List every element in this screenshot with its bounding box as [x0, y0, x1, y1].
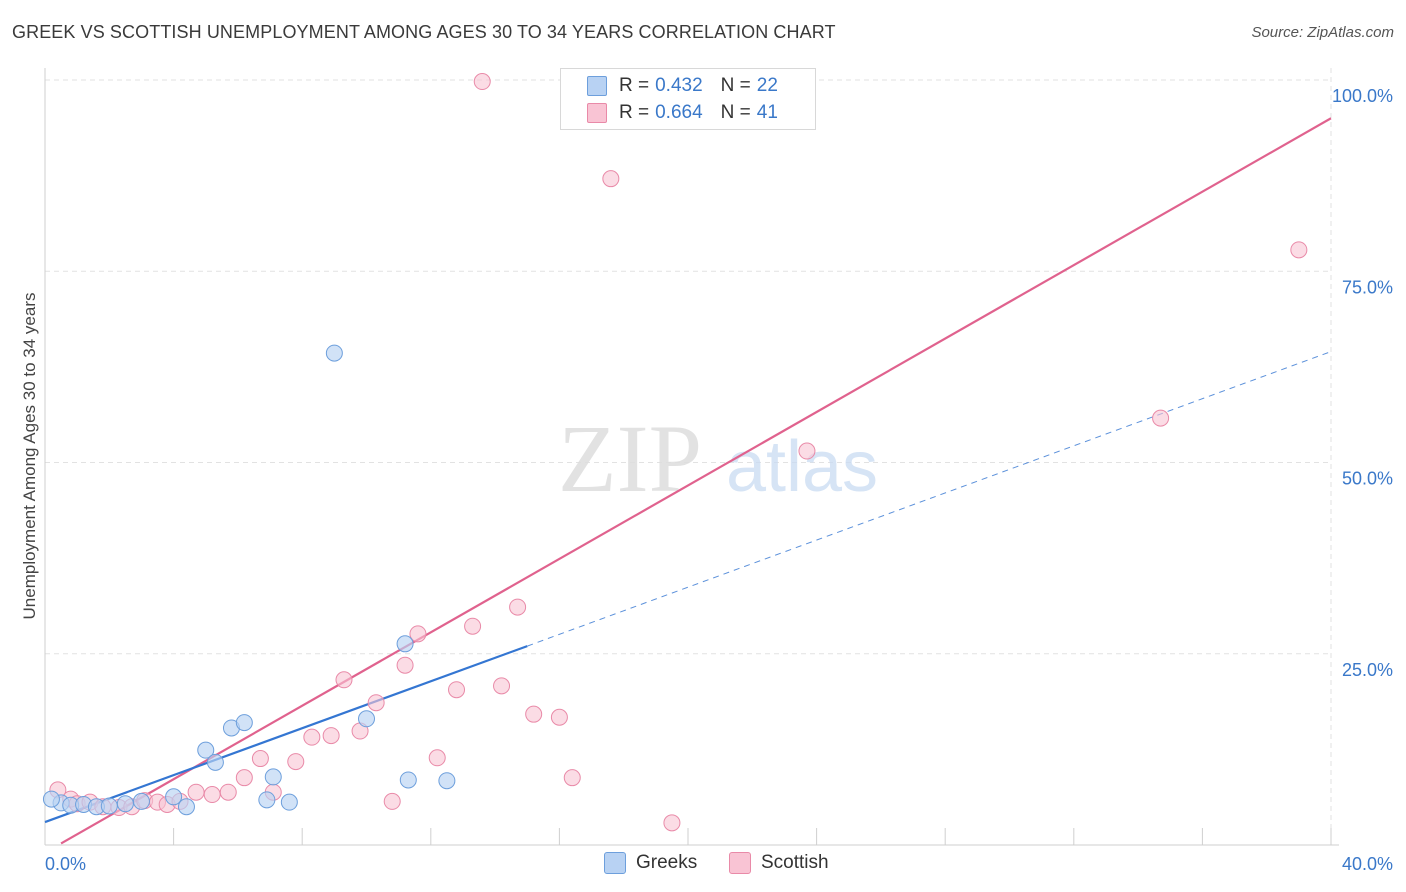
point-scottish	[602, 170, 620, 188]
scottish-legend-label: Scottish	[761, 852, 829, 873]
watermark-atlas: atlas	[726, 427, 878, 507]
r-label: R =	[619, 75, 650, 96]
point-greeks	[399, 771, 417, 789]
point-scottish	[396, 656, 414, 674]
x-tick-labels: 0.0% 40.0%	[45, 854, 1393, 874]
point-scottish	[322, 727, 340, 745]
point-scottish	[525, 705, 543, 723]
scottish-legend-swatch	[729, 852, 751, 874]
source-note: Source: ZipAtlas.com	[1251, 24, 1394, 41]
r-label: R =	[619, 102, 650, 123]
point-greeks	[197, 741, 215, 759]
point-greeks	[258, 791, 276, 809]
point-scottish	[550, 708, 568, 726]
point-scottish	[1290, 241, 1308, 259]
n-value-scottish: 41	[756, 102, 778, 123]
point-greeks	[116, 795, 134, 813]
watermark: ZIP atlas	[558, 405, 878, 512]
y-tick-label: 50.0%	[1342, 469, 1393, 489]
scottish-swatch	[587, 103, 607, 123]
point-scottish	[409, 625, 427, 643]
x-tick-label: 0.0%	[45, 854, 86, 874]
n-label: N =	[720, 75, 751, 96]
axes	[44, 68, 1339, 846]
trendline-scottish	[60, 117, 1332, 845]
watermark-zip: ZIP	[558, 405, 702, 512]
point-scottish	[563, 769, 581, 787]
x-tick-label: 40.0%	[1342, 854, 1393, 874]
point-scottish	[203, 786, 221, 804]
chart-title: GREEK VS SCOTTISH UNEMPLOYMENT AMONG AGE…	[12, 22, 836, 42]
trend-lines	[44, 117, 1332, 845]
point-scottish	[303, 728, 321, 746]
point-scottish	[367, 694, 385, 712]
point-scottish	[428, 749, 446, 767]
point-scottish	[509, 598, 527, 616]
greeks-legend-swatch	[604, 852, 626, 874]
point-scottish	[383, 792, 401, 810]
point-scottish	[448, 681, 466, 699]
legend-row-greeks: R = 0.432 N = 22	[587, 73, 778, 99]
point-greeks	[42, 790, 60, 808]
point-greeks	[358, 710, 375, 728]
n-value-greeks: 22	[756, 75, 778, 96]
y-tick-label: 25.0%	[1342, 660, 1393, 680]
point-scottish	[798, 442, 816, 460]
point-greeks	[264, 768, 282, 786]
point-greeks	[280, 793, 298, 811]
point-greeks	[206, 753, 224, 771]
y-axis-label: Unemployment Among Ages 30 to 34 years	[20, 293, 39, 620]
point-scottish	[251, 750, 269, 768]
point-greeks	[235, 714, 253, 732]
point-scottish	[219, 783, 237, 801]
correlation-legend: R = 0.432 N = 22 R = 0.664 N = 41	[560, 68, 816, 130]
point-scottish	[663, 814, 681, 832]
point-greeks	[177, 798, 195, 816]
r-value-greeks: 0.432	[655, 75, 703, 96]
point-greeks	[438, 772, 456, 790]
legend-row-scottish: R = 0.664 N = 41	[587, 100, 778, 126]
point-greeks	[100, 797, 118, 815]
point-scottish	[287, 753, 305, 771]
legend-item-greeks[interactable]: Greeks	[604, 851, 697, 875]
y-tick-label: 75.0%	[1342, 277, 1393, 297]
point-scottish	[235, 769, 253, 787]
point-scottish	[187, 783, 205, 801]
point-greeks	[396, 635, 414, 653]
r-value-scottish: 0.664	[655, 102, 703, 123]
point-scottish	[1152, 409, 1170, 427]
y-tick-labels: 25.0% 50.0% 75.0% 100.0%	[1332, 86, 1393, 680]
point-scottish	[473, 73, 491, 91]
trendline-greeks	[44, 645, 528, 824]
legend-item-scottish[interactable]: Scottish	[729, 851, 829, 875]
point-scottish	[335, 671, 353, 689]
greeks-legend-label: Greeks	[636, 852, 698, 873]
point-greeks	[132, 792, 150, 810]
point-greeks	[165, 788, 183, 806]
n-label: N =	[720, 102, 751, 123]
y-tick-label: 100.0%	[1332, 86, 1393, 106]
point-greeks	[325, 344, 343, 362]
point-scottish	[493, 677, 511, 695]
point-scottish	[464, 617, 482, 635]
greeks-swatch	[587, 76, 607, 96]
